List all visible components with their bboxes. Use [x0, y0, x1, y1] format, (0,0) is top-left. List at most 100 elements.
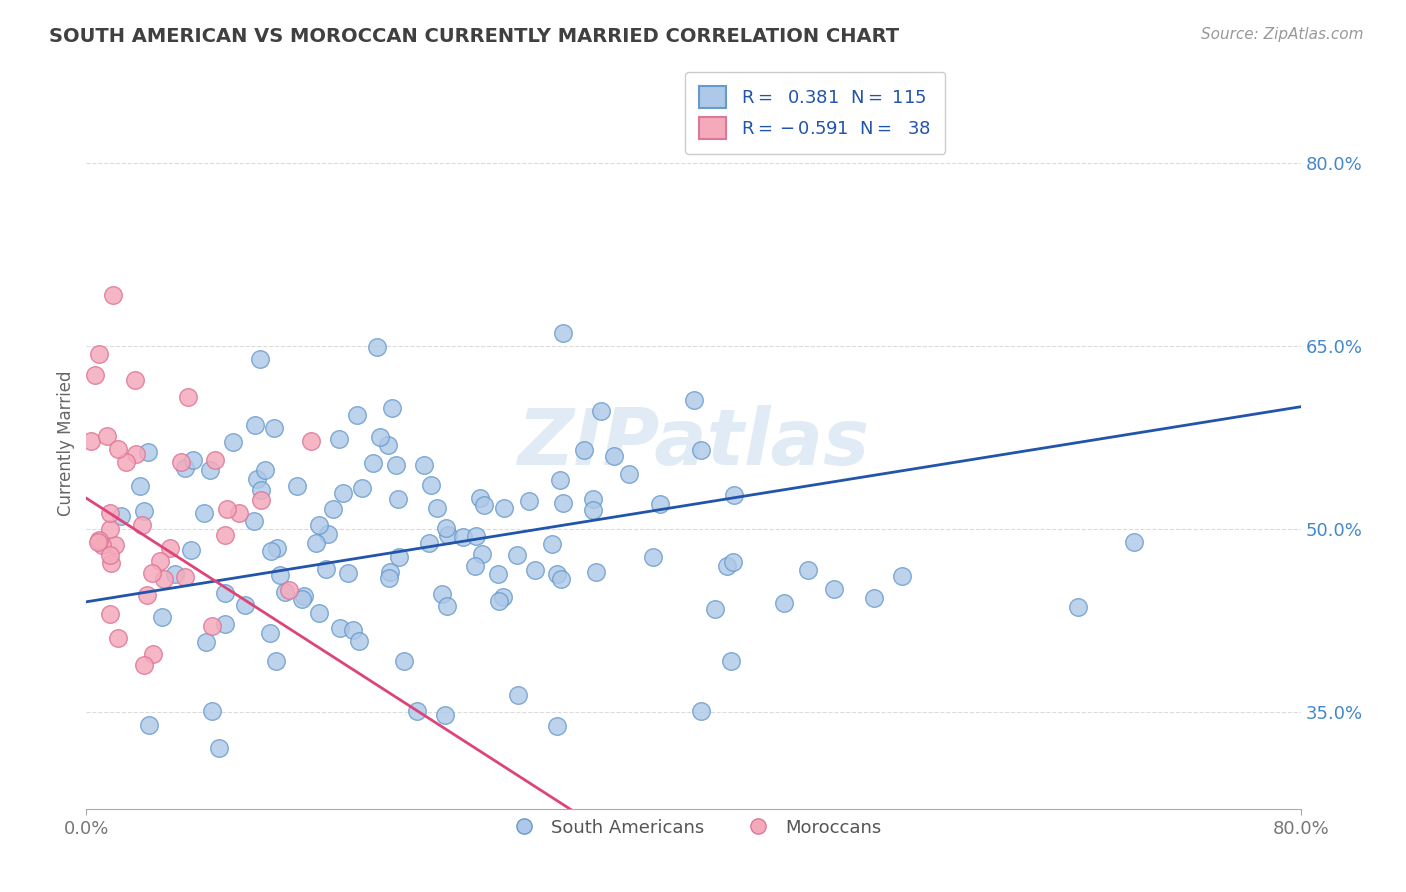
Point — [468, 491, 491, 506]
Point — [124, 373, 146, 387]
Point — [689, 704, 711, 718]
Point — [426, 501, 449, 516]
Text: Source: ZipAtlas.com: Source: ZipAtlas.com — [1201, 27, 1364, 42]
Point — [107, 442, 129, 456]
Point — [433, 708, 456, 723]
Point — [406, 705, 429, 719]
Point — [1123, 535, 1146, 549]
Point — [824, 582, 846, 596]
Point — [437, 528, 460, 542]
Point — [101, 288, 124, 302]
Point — [87, 535, 110, 549]
Point — [329, 621, 352, 635]
Point — [131, 518, 153, 533]
Point — [228, 506, 250, 520]
Point — [585, 565, 607, 579]
Point — [336, 566, 359, 580]
Point — [201, 704, 224, 718]
Point — [215, 501, 238, 516]
Point — [465, 529, 488, 543]
Point — [377, 571, 399, 585]
Point — [249, 351, 271, 366]
Point — [266, 541, 288, 555]
Point — [96, 428, 118, 442]
Point — [643, 550, 665, 565]
Point — [149, 554, 172, 568]
Point — [132, 504, 155, 518]
Point — [98, 522, 121, 536]
Point — [366, 340, 388, 354]
Point — [486, 566, 509, 581]
Point — [153, 572, 176, 586]
Point — [98, 506, 121, 520]
Point — [181, 453, 204, 467]
Point — [141, 566, 163, 580]
Point — [361, 456, 384, 470]
Point — [107, 631, 129, 645]
Point — [174, 570, 197, 584]
Point — [703, 602, 725, 616]
Legend: South Americans, Moroccans: South Americans, Moroccans — [498, 812, 889, 844]
Point — [125, 447, 148, 461]
Point — [115, 454, 138, 468]
Point — [136, 588, 159, 602]
Point — [464, 559, 486, 574]
Point — [418, 536, 440, 550]
Point — [254, 463, 277, 477]
Point — [292, 589, 315, 603]
Point — [214, 527, 236, 541]
Point — [387, 491, 409, 506]
Point — [180, 543, 202, 558]
Point — [273, 584, 295, 599]
Point — [773, 596, 796, 610]
Point — [321, 502, 343, 516]
Point — [863, 591, 886, 605]
Point — [84, 368, 107, 383]
Point — [648, 497, 671, 511]
Point — [250, 493, 273, 508]
Point — [890, 569, 912, 583]
Point — [517, 494, 540, 508]
Point — [159, 541, 181, 555]
Point — [434, 521, 457, 535]
Point — [723, 488, 745, 502]
Point — [524, 563, 547, 577]
Point — [368, 430, 391, 444]
Point — [308, 518, 330, 533]
Point — [245, 472, 267, 486]
Point — [392, 654, 415, 668]
Point — [263, 421, 285, 435]
Point — [352, 482, 374, 496]
Point — [721, 555, 744, 569]
Point — [797, 563, 820, 577]
Point — [142, 647, 165, 661]
Point — [716, 559, 738, 574]
Text: ZIPatlas: ZIPatlas — [517, 405, 870, 482]
Point — [315, 562, 337, 576]
Point — [591, 403, 613, 417]
Point — [129, 479, 152, 493]
Point — [91, 539, 114, 553]
Point — [198, 462, 221, 476]
Point — [342, 623, 364, 637]
Point — [550, 473, 572, 487]
Point — [304, 535, 326, 549]
Point — [617, 467, 640, 481]
Point — [541, 537, 564, 551]
Point — [136, 445, 159, 459]
Point — [582, 503, 605, 517]
Point — [332, 486, 354, 500]
Y-axis label: Currently Married: Currently Married — [58, 370, 75, 516]
Point — [603, 449, 626, 463]
Point — [308, 607, 330, 621]
Point — [208, 740, 231, 755]
Point — [204, 453, 226, 467]
Point — [100, 557, 122, 571]
Point — [508, 688, 530, 702]
Point — [243, 418, 266, 433]
Point — [291, 591, 314, 606]
Point — [264, 654, 287, 668]
Point — [242, 514, 264, 528]
Point — [347, 633, 370, 648]
Point — [170, 455, 193, 469]
